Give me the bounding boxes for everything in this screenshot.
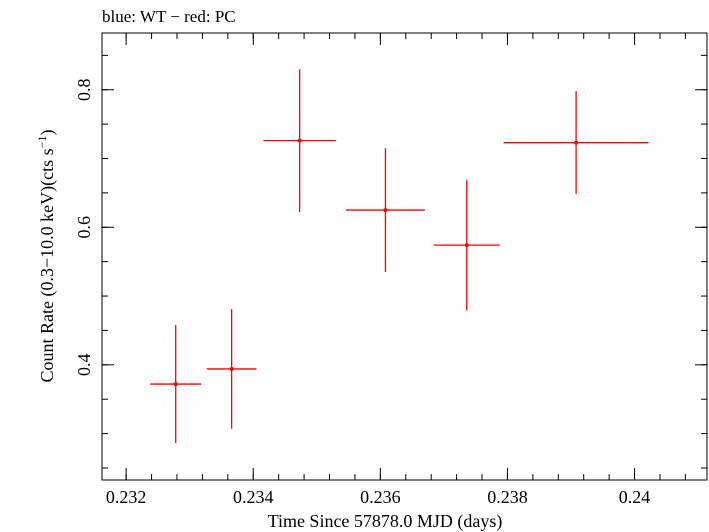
y-axis-label-main: Count Rate (0.3−10.0 keV)(cts s xyxy=(37,148,58,382)
data-point xyxy=(433,179,500,311)
y-tick-label: 0.8 xyxy=(74,78,94,101)
y-axis-label: Count Rate (0.3−10.0 keV)(cts s−1) xyxy=(35,130,58,383)
point-marker xyxy=(297,138,302,143)
chart-title: blue: WT − red: PC xyxy=(102,7,236,26)
x-axis-ticks: 0.232 0.234 0.236 0.238 0.24 xyxy=(106,33,686,507)
data-point xyxy=(503,91,649,195)
x-tick-label: 0.234 xyxy=(233,487,274,507)
data-point xyxy=(263,69,336,213)
y-tick-label: 0.4 xyxy=(74,354,94,377)
x-axis-label: Time Since 57878.0 MJD (days) xyxy=(268,511,503,532)
point-marker xyxy=(383,208,388,213)
point-marker xyxy=(574,140,579,145)
x-tick-label: 0.238 xyxy=(487,487,528,507)
y-axis-label-close: ) xyxy=(37,130,58,136)
y-tick-label: 0.6 xyxy=(74,216,94,239)
y-axis-label-superscript: −1 xyxy=(35,136,49,149)
y-axis-ticks: 0.4 0.6 0.8 xyxy=(74,54,707,469)
point-marker xyxy=(229,366,234,371)
x-tick-label: 0.236 xyxy=(360,487,401,507)
x-tick-label: 0.24 xyxy=(619,487,651,507)
x-tick-label: 0.232 xyxy=(106,487,147,507)
point-marker xyxy=(464,243,469,248)
point-marker xyxy=(173,382,178,387)
data-points xyxy=(150,69,649,444)
data-point xyxy=(150,324,202,444)
plot-frame xyxy=(101,32,708,481)
data-point xyxy=(346,148,425,272)
data-point xyxy=(206,309,257,429)
